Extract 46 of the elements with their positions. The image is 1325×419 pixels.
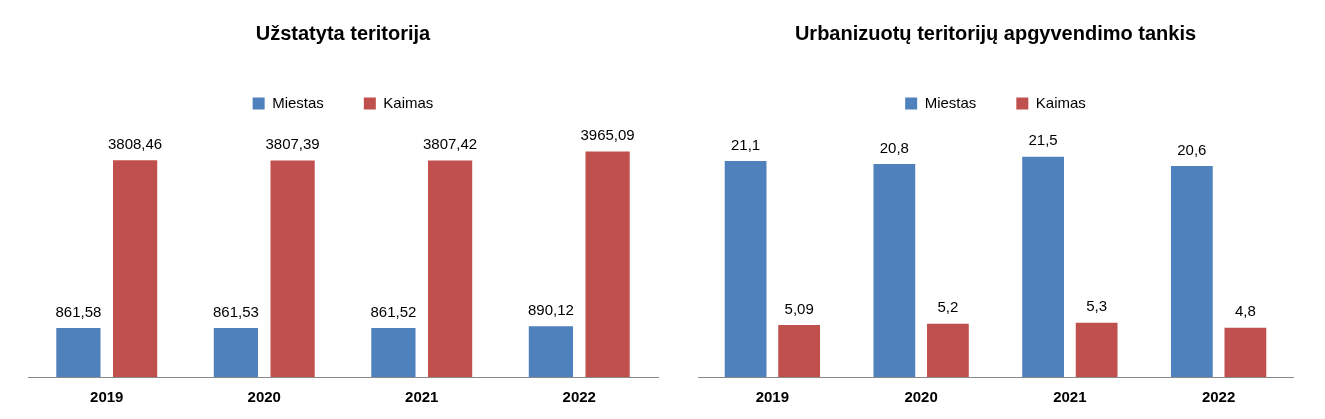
legend-label: Kaimas [1035,93,1086,111]
data-label: 20,8 [879,138,909,156]
x-tick-label: 2021 [1053,388,1087,406]
x-tick-label: 2019 [90,388,124,406]
legend-label: Kaimas [383,93,434,111]
data-label: 4,8 [1234,302,1256,320]
data-label: 5,2 [937,298,959,316]
bar [112,160,158,377]
bar [270,160,315,377]
x-tick-label: 2020 [904,388,938,406]
bar [873,164,916,377]
bar [427,160,473,377]
data-label: 21,1 [731,135,761,153]
x-tick-label: 2022 [562,388,596,406]
bar [927,323,969,377]
chart-title: Užstatyta teritorija [255,21,432,44]
bar [528,326,574,377]
data-label: 5,3 [1086,297,1108,315]
bar [778,324,821,377]
data-label: 890,12 [527,301,574,318]
bar [1224,327,1267,377]
data-label: 3965,09 [580,126,635,144]
x-tick-label: 2021 [405,388,439,406]
bar [213,327,259,377]
bar [371,327,416,377]
bar [1075,322,1118,377]
data-label: 861,58 [55,302,102,320]
legend-label: Miestas [272,93,324,111]
bar [56,327,101,377]
data-label: 3808,46 [107,134,163,152]
x-tick-label: 2020 [247,388,281,406]
bar [585,151,630,377]
data-label: 20,6 [1177,140,1207,158]
bar [724,160,767,377]
x-tick-label: 2022 [1201,388,1236,406]
data-label: 21,5 [1028,131,1058,149]
bar [1022,156,1064,377]
x-tick-label: 2019 [755,388,790,406]
data-label: 5,09 [784,299,814,317]
bar [1170,166,1213,377]
chart-title: Urbanizuotų teritorijų apgyvendimo tankis [794,21,1197,44]
data-label: 861,52 [370,302,417,320]
data-label: 861,53 [212,302,259,320]
data-label: 3807,42 [422,135,478,153]
data-label: 3807,39 [265,135,320,153]
legend-label: Miestas [924,93,977,111]
